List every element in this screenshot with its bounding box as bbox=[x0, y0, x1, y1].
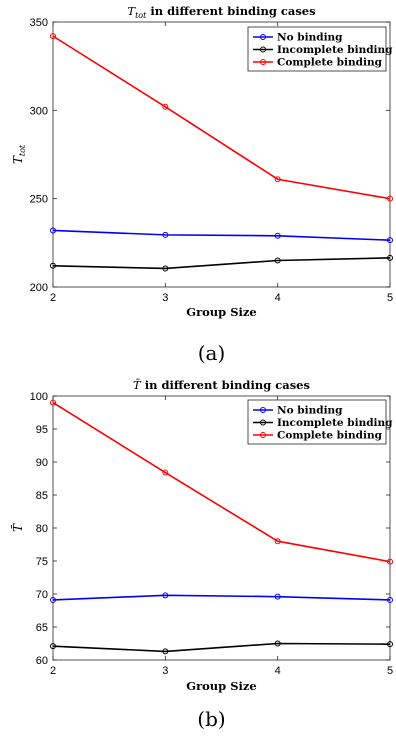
chart-b-y-axis-label: T̄ bbox=[10, 523, 25, 532]
chart-b-x-axis-label: Group Size bbox=[186, 679, 256, 693]
chart-a-series-point-2 bbox=[274, 176, 281, 183]
chart-b-ytick-label: 95 bbox=[36, 424, 48, 436]
chart-b-series-point-1 bbox=[162, 648, 169, 655]
chart-b-legend-label-0: No binding bbox=[277, 405, 343, 417]
chart-a-xtick-label: 4 bbox=[275, 292, 281, 304]
chart-b-ytick-label: 75 bbox=[36, 556, 48, 568]
chart-a-series-point-0 bbox=[162, 231, 169, 238]
chart-b-title: T̄ in different binding cases bbox=[133, 378, 310, 392]
chart-b-xtick-label: 4 bbox=[275, 665, 281, 677]
chart-b-series-point-0 bbox=[387, 596, 393, 603]
chart-a-series-point-0 bbox=[50, 227, 56, 234]
chart-a-series-point-1 bbox=[274, 257, 281, 264]
chart-a-series-point-1 bbox=[50, 262, 56, 269]
chart-b-caption: (b) bbox=[197, 707, 225, 731]
chart-b-xtick-label: 2 bbox=[50, 665, 56, 677]
chart-a-series-line-0 bbox=[52, 229, 391, 241]
chart-b-ytick-label: 80 bbox=[36, 523, 48, 535]
chart-b-legend-marker-1 bbox=[260, 419, 266, 426]
chart-a-xtick-label: 3 bbox=[162, 292, 168, 304]
chart-b-series-point-2 bbox=[274, 538, 281, 545]
chart-a-ytick-label: 300 bbox=[30, 105, 48, 117]
chart-b-series-point-0 bbox=[162, 592, 169, 599]
chart-a: Ttot in different binding cases 200 250 300… bbox=[11, 4, 393, 365]
chart-b-series-point-0 bbox=[50, 596, 56, 603]
chart-a-series-point-1 bbox=[162, 265, 169, 272]
chart-a-legend-label-1: Incomplete binding bbox=[277, 44, 393, 56]
chart-b-series-point-2 bbox=[162, 469, 169, 476]
chart-b-xtick-label: 5 bbox=[387, 665, 393, 677]
chart-a-legend-marker-0 bbox=[260, 34, 266, 40]
chart-a-ytick-label: 350 bbox=[30, 17, 48, 29]
chart-b-series-point-2 bbox=[50, 399, 56, 406]
chart-b-ytick-label: 85 bbox=[36, 490, 48, 502]
chart-a-series-point-2 bbox=[162, 103, 169, 110]
chart-a-legend-marker-2 bbox=[260, 59, 266, 65]
chart-b-ytick-label: 60 bbox=[36, 655, 48, 667]
chart-b-ytick-label: 65 bbox=[36, 622, 48, 634]
chart-a-title: Ttot in different binding cases bbox=[127, 4, 315, 20]
chart-b-series-line-1 bbox=[52, 642, 391, 653]
chart-b-ytick-label: 90 bbox=[36, 457, 48, 469]
chart-b-series-point-0 bbox=[274, 593, 281, 600]
chart-b-ytick-label: 70 bbox=[36, 589, 48, 601]
chart-b-series-point-1 bbox=[50, 643, 56, 650]
chart-b-ytick-label: 100 bbox=[30, 391, 48, 403]
chart-b-series-line-0 bbox=[52, 594, 391, 601]
chart-a-y-axis-label: Ttot bbox=[11, 144, 27, 164]
chart-b-legend-label-1: Incomplete binding bbox=[277, 417, 393, 429]
chart-a-plot-frame bbox=[52, 21, 391, 288]
chart-b-xtick-label: 3 bbox=[162, 665, 168, 677]
chart-a-ytick-label: 250 bbox=[30, 194, 48, 206]
chart-a-series-point-2 bbox=[50, 33, 56, 40]
chart-b-series-line-2 bbox=[52, 401, 391, 563]
chart-a-legend-label-0: No binding bbox=[277, 32, 343, 44]
chart-b-legend-marker-2 bbox=[260, 432, 266, 438]
chart-a-ytick-label: 200 bbox=[30, 282, 48, 294]
chart-b-series-point-2 bbox=[387, 558, 393, 565]
chart-a-legend-marker-1 bbox=[260, 46, 266, 53]
chart-a-series-point-0 bbox=[387, 237, 393, 244]
chart-b-legend-marker-0 bbox=[260, 407, 266, 413]
chart-a-series-point-2 bbox=[387, 195, 393, 202]
chart-b: T̄ in different binding cases 60 65 70 75 80 8… bbox=[10, 378, 393, 731]
chart-a-series-line-2 bbox=[52, 35, 391, 200]
chart-a-xtick-label: 5 bbox=[387, 292, 393, 304]
chart-a-legend-label-2: Complete binding bbox=[277, 57, 383, 69]
chart-b-legend-label-2: Complete binding bbox=[277, 430, 383, 442]
chart-a-xtick-label: 2 bbox=[50, 292, 56, 304]
chart-a-series-point-0 bbox=[274, 232, 281, 239]
chart-a-x-axis-label: Group Size bbox=[186, 305, 256, 319]
chart-a-series-line-1 bbox=[52, 257, 391, 270]
chart-b-series-point-1 bbox=[274, 640, 281, 647]
chart-b-series-point-1 bbox=[387, 641, 393, 648]
chart-a-series-point-1 bbox=[387, 254, 393, 261]
chart-a-caption: (a) bbox=[198, 341, 226, 365]
